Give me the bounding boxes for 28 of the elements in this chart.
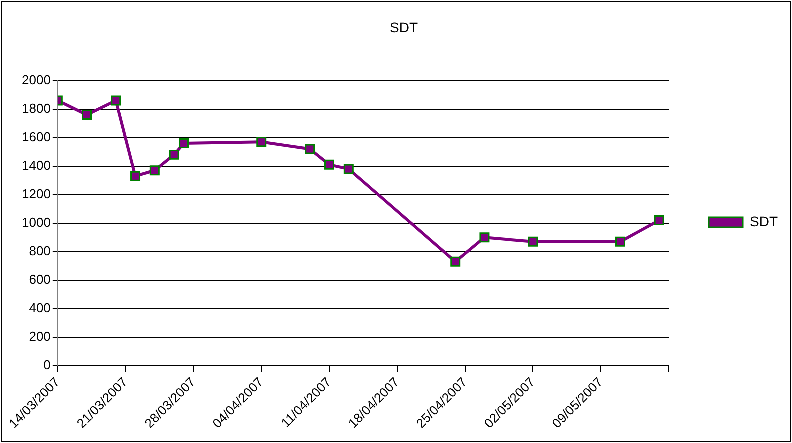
- point: [528, 236, 538, 247]
- point: [130, 171, 141, 182]
- legend-label: SDT: [750, 213, 778, 230]
- y-tick-label: 1200: [22, 186, 51, 202]
- y-tick-label: 600: [29, 272, 51, 287]
- y-tick-label: 1600: [22, 129, 51, 144]
- point: [305, 144, 316, 154]
- y-tick-label: 1000: [22, 214, 51, 230]
- point: [654, 216, 664, 226]
- point: [82, 110, 92, 120]
- y-tick-label: 1800: [22, 100, 51, 116]
- y-tick-label: 800: [29, 243, 51, 258]
- chart-title: SDT: [390, 19, 418, 36]
- y-tick-label: 1400: [22, 158, 51, 173]
- point: [150, 166, 160, 176]
- point: [111, 96, 122, 106]
- y-tick-label: 2000: [22, 72, 51, 88]
- point: [324, 160, 335, 170]
- y-tick-label: 200: [29, 329, 51, 344]
- point: [256, 137, 267, 148]
- point: [616, 236, 626, 247]
- point: [344, 164, 354, 174]
- y-tick-label: 400: [29, 300, 51, 316]
- point: [169, 150, 180, 160]
- point: [450, 256, 461, 267]
- point: [179, 138, 190, 149]
- y-tick-label: 0: [44, 358, 51, 373]
- point: [480, 232, 490, 243]
